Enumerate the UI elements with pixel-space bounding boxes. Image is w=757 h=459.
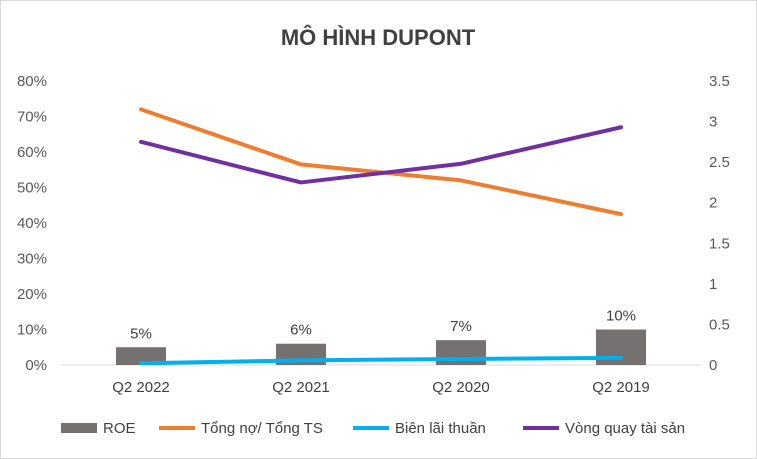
roe-data-label: 10% xyxy=(606,308,636,325)
roe-bar xyxy=(436,340,486,365)
right-tick-label: 3 xyxy=(709,114,717,131)
legend: ROE Tổng nợ/ Tổng TS Biên lãi thuần Vòng qu… xyxy=(61,420,685,437)
legend-label: ROE xyxy=(103,420,136,437)
line-series-Vòng quay tài sản xyxy=(139,125,623,185)
chart-title: MÔ HÌNH DUPONT xyxy=(281,25,476,50)
left-tick-label: 60% xyxy=(17,144,47,161)
line-series-Biên lãi thuần xyxy=(139,355,623,366)
roe-bar xyxy=(116,347,166,365)
line-series xyxy=(139,107,623,366)
legend-label: Vòng quay tài sản xyxy=(565,420,685,437)
roe-data-label: 6% xyxy=(290,322,312,339)
left-tick-label: 20% xyxy=(17,286,47,303)
left-tick-label: 30% xyxy=(17,251,47,268)
right-tick-label: 1 xyxy=(709,276,717,293)
category-label: Q2 2019 xyxy=(592,379,650,396)
right-tick-label: 0 xyxy=(709,357,717,374)
right-tick-label: 3.5 xyxy=(709,73,730,90)
roe-data-label: 7% xyxy=(450,318,472,335)
legend-label: Biên lãi thuần xyxy=(395,420,486,437)
left-tick-label: 40% xyxy=(17,215,47,232)
category-label: Q2 2021 xyxy=(272,379,330,396)
left-axis: 0% 10% 20% 30% 40% 50% 60% 70% 80% xyxy=(17,73,47,374)
category-label: Q2 2020 xyxy=(432,379,490,396)
category-label: Q2 2022 xyxy=(112,379,170,396)
legend-label: Tổng nợ/ Tổng TS xyxy=(201,420,323,437)
roe-data-labels: 5% 6% 7% 10% xyxy=(130,308,636,343)
left-tick-label: 50% xyxy=(17,180,47,197)
roe-data-label: 5% xyxy=(130,325,152,342)
left-tick-label: 70% xyxy=(17,109,47,126)
right-tick-label: 0.5 xyxy=(709,316,730,333)
right-axis: 0 0.5 1 1.5 2 2.5 3 3.5 xyxy=(709,73,730,374)
right-tick-label: 1.5 xyxy=(709,235,730,252)
category-axis-labels: Q2 2022 Q2 2021 Q2 2020 Q2 2019 xyxy=(112,379,650,396)
left-tick-label: 80% xyxy=(17,73,47,90)
left-tick-label: 10% xyxy=(17,322,47,339)
left-tick-label: 0% xyxy=(25,357,47,374)
right-tick-label: 2.5 xyxy=(709,154,730,171)
right-tick-label: 2 xyxy=(709,195,717,212)
legend-marker-bar xyxy=(61,423,97,433)
